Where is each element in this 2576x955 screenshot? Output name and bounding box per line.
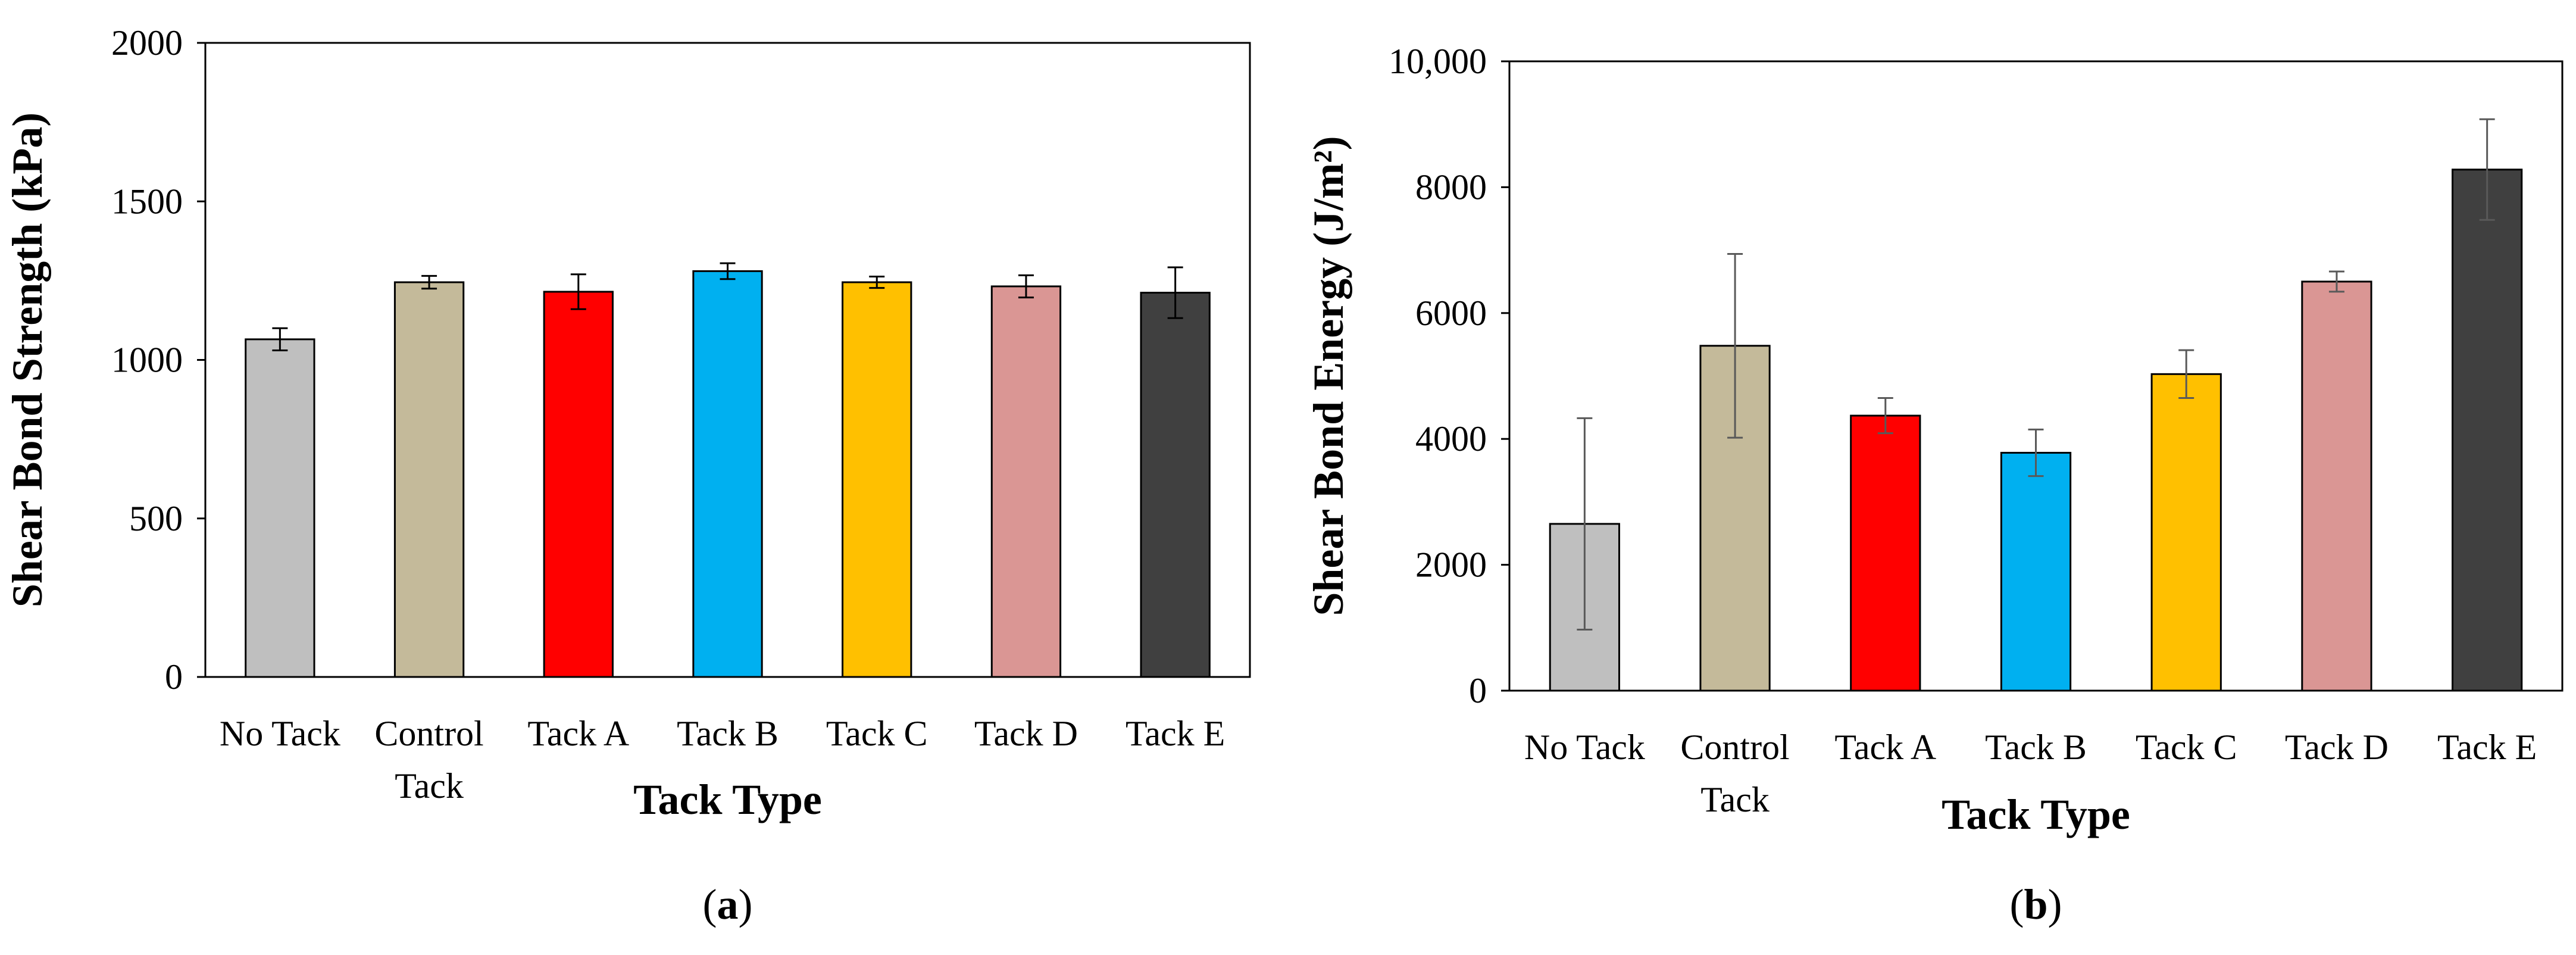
error-bar xyxy=(869,275,885,289)
error-bar xyxy=(2178,349,2194,399)
bar xyxy=(2452,168,2523,692)
y-tick-label: 0 xyxy=(165,657,183,697)
y-tick-label: 6000 xyxy=(1415,294,1487,333)
x-tick-label: Tack A xyxy=(1834,728,1936,767)
panel-label: (b) xyxy=(2009,881,2062,928)
bar xyxy=(543,291,614,678)
y-axis-title: Shear Bond Strength (kPa) xyxy=(4,113,51,607)
bar xyxy=(1850,414,1921,692)
y-tick-label: 0 xyxy=(1469,671,1487,710)
y-tick-label: 2000 xyxy=(1415,545,1487,585)
bar xyxy=(2301,280,2372,692)
x-tick-label: Tack D xyxy=(974,714,1078,753)
bar xyxy=(2150,373,2222,692)
x-tick-label: Tack C xyxy=(2136,728,2237,767)
panel-label-close: ) xyxy=(2048,881,2062,928)
bar xyxy=(990,285,1062,678)
bar xyxy=(245,338,315,678)
x-tick-label: No Tack xyxy=(1524,728,1645,767)
panel-label-open: ( xyxy=(2009,881,2024,928)
chart-panel-a: 0 500 1000 1500 2000 No Tack Control Tack Tack A… xyxy=(4,23,1251,928)
bar xyxy=(1140,292,1211,678)
error-bar xyxy=(1727,252,1743,439)
x-tick-label: Tack A xyxy=(527,714,629,753)
x-tick-label: Control xyxy=(374,714,483,753)
bar xyxy=(2000,451,2072,692)
y-tick-label: 2000 xyxy=(111,23,183,63)
error-bar xyxy=(1877,397,1893,435)
x-tick-label: Tack E xyxy=(2437,728,2537,767)
error-bar xyxy=(421,274,437,290)
bar xyxy=(842,281,912,678)
error-bar xyxy=(2028,428,2044,478)
x-tick-label: Control xyxy=(1680,728,1789,767)
x-tick-label: Tack C xyxy=(826,714,928,753)
y-tick-label: 500 xyxy=(129,499,183,538)
error-bar xyxy=(570,273,586,310)
y-tick-label: 4000 xyxy=(1415,419,1487,458)
x-tick-label: Tack B xyxy=(1985,728,2087,767)
x-axis-title: Tack Type xyxy=(1942,791,2130,838)
y-tick-label: 1000 xyxy=(111,341,183,380)
y-axis-title: Shear Bond Energy (J/m²) xyxy=(1305,136,1352,616)
x-axis-title: Tack Type xyxy=(633,776,822,823)
panel-label-close: ) xyxy=(739,881,753,928)
panel-label-open: ( xyxy=(703,881,717,928)
error-bar xyxy=(2479,118,2495,221)
chart-panel-b: 0 2000 4000 6000 8000 10,000 No Tack Control Tac… xyxy=(1305,42,2564,928)
y-tick-label: 8000 xyxy=(1415,167,1487,207)
error-bar xyxy=(1018,274,1034,299)
bar xyxy=(692,270,763,678)
bar xyxy=(393,281,465,678)
x-tick-label: Tack xyxy=(395,766,464,806)
error-bar xyxy=(1577,417,1593,631)
error-bar xyxy=(1167,266,1183,319)
x-tick-label: Tack D xyxy=(2285,728,2389,767)
y-tick-label: 1500 xyxy=(111,182,183,221)
error-bar xyxy=(720,262,736,280)
panel-label: (a) xyxy=(703,881,753,928)
y-tick-label: 10,000 xyxy=(1389,42,1487,81)
x-tick-label: Tack B xyxy=(677,714,779,753)
panel-label-letter: b xyxy=(2024,881,2047,928)
x-tick-label: No Tack xyxy=(220,714,340,753)
error-bar xyxy=(272,327,288,352)
x-tick-label: Tack E xyxy=(1126,714,1225,753)
error-bar xyxy=(2328,270,2344,293)
panel-label-letter: a xyxy=(717,881,739,928)
x-tick-label: Tack xyxy=(1700,780,1770,819)
